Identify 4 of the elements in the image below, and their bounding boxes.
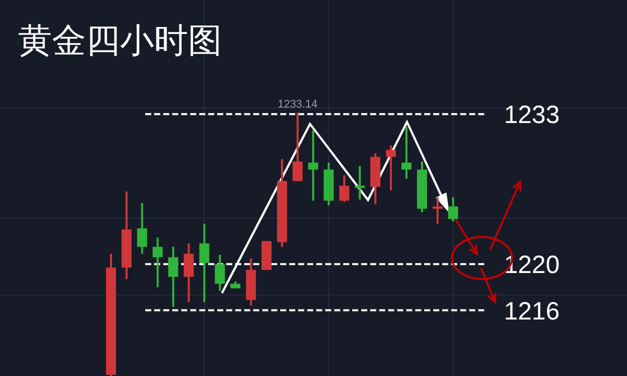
text: 黄金四小时图	[18, 22, 222, 60]
ref-line-label: 1233	[504, 101, 560, 130]
annotation: 1233.14	[278, 98, 318, 111]
ref-line-label: 1216	[504, 297, 560, 326]
